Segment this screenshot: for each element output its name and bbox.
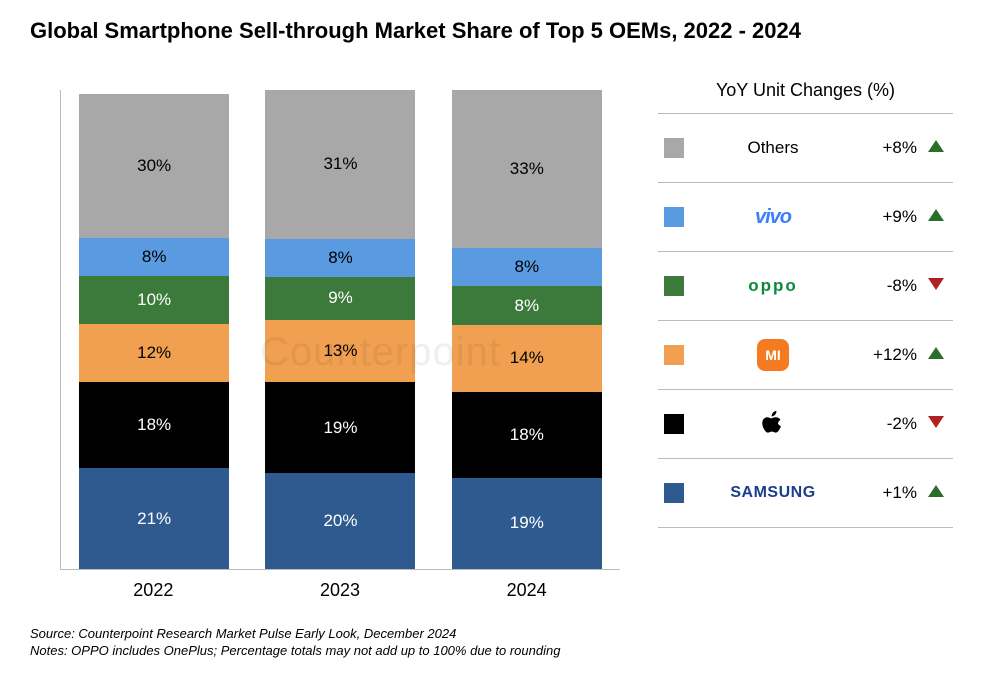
swatch-icon [664, 138, 684, 158]
footer-notes: Source: Counterpoint Research Market Pul… [30, 625, 560, 660]
bar-segment-apple: 18% [79, 382, 229, 468]
bars-container: 21%18%12%10%8%30%20%19%13%9%8%31%19%18%1… [60, 90, 620, 570]
arrow-up-icon [925, 484, 947, 502]
yoy-value: -8% [862, 276, 917, 296]
bar-segment-others: 31% [265, 90, 415, 239]
bar-column: 19%18%14%8%8%33% [452, 90, 602, 569]
yoy-value: +1% [862, 483, 917, 503]
legend-row-others: Others +8% [658, 114, 953, 183]
brand-logo-apple [692, 409, 854, 439]
bar-segment-oppo: 10% [79, 276, 229, 324]
yoy-value: +9% [862, 207, 917, 227]
notes-line: Notes: OPPO includes OnePlus; Percentage… [30, 642, 560, 660]
x-label: 2023 [265, 580, 415, 601]
legend-row-vivo: vivo +9% [658, 183, 953, 252]
bar-segment-others: 33% [452, 90, 602, 248]
yoy-value: -2% [862, 414, 917, 434]
brand-logo-oppo: oppo [692, 276, 854, 296]
arrow-up-icon [925, 139, 947, 157]
bar-segment-apple: 18% [452, 392, 602, 478]
stacked-bar-chart: 21%18%12%10%8%30%20%19%13%9%8%31%19%18%1… [60, 90, 620, 570]
x-label: 2024 [452, 580, 602, 601]
arrow-down-icon [925, 415, 947, 433]
bar-segment-vivo: 8% [79, 238, 229, 276]
swatch-icon [664, 483, 684, 503]
arrow-down-icon [925, 277, 947, 295]
swatch-icon [664, 276, 684, 296]
swatch-icon [664, 414, 684, 434]
legend-row-samsung: SAMSUNG +1% [658, 459, 953, 528]
arrow-up-icon [925, 208, 947, 226]
x-label: 2022 [78, 580, 228, 601]
bar-segment-xiaomi: 14% [452, 325, 602, 392]
legend-row-xiaomi: MI +12% [658, 321, 953, 390]
yoy-value: +12% [862, 345, 917, 365]
legend-panel: YoY Unit Changes (%) Others +8% vivo +9% opp… [658, 80, 953, 528]
bar-segment-vivo: 8% [265, 239, 415, 277]
x-axis-labels: 2022 2023 2024 [60, 580, 620, 601]
brand-logo-vivo: vivo [692, 206, 854, 229]
bar-column: 20%19%13%9%8%31% [265, 90, 415, 569]
bar-segment-samsung: 21% [79, 468, 229, 569]
swatch-icon [664, 207, 684, 227]
bar-segment-vivo: 8% [452, 248, 602, 286]
legend-row-apple: -2% [658, 390, 953, 459]
bar-segment-samsung: 20% [265, 473, 415, 569]
yoy-value: +8% [862, 138, 917, 158]
bar-segment-oppo: 8% [452, 286, 602, 324]
bar-segment-samsung: 19% [452, 478, 602, 569]
bar-segment-apple: 19% [265, 382, 415, 473]
chart-title: Global Smartphone Sell-through Market Sh… [0, 0, 985, 44]
legend-title: YoY Unit Changes (%) [658, 80, 953, 114]
bar-segment-oppo: 9% [265, 277, 415, 320]
bar-segment-xiaomi: 12% [79, 324, 229, 382]
bar-segment-others: 30% [79, 94, 229, 238]
bar-column: 21%18%12%10%8%30% [79, 90, 229, 569]
legend-row-oppo: oppo -8% [658, 252, 953, 321]
brand-logo-others: Others [692, 138, 854, 158]
swatch-icon [664, 345, 684, 365]
brand-logo-xiaomi: MI [692, 339, 854, 371]
source-line: Source: Counterpoint Research Market Pul… [30, 625, 560, 643]
brand-logo-samsung: SAMSUNG [692, 484, 854, 502]
arrow-up-icon [925, 346, 947, 364]
bar-segment-xiaomi: 13% [265, 320, 415, 382]
